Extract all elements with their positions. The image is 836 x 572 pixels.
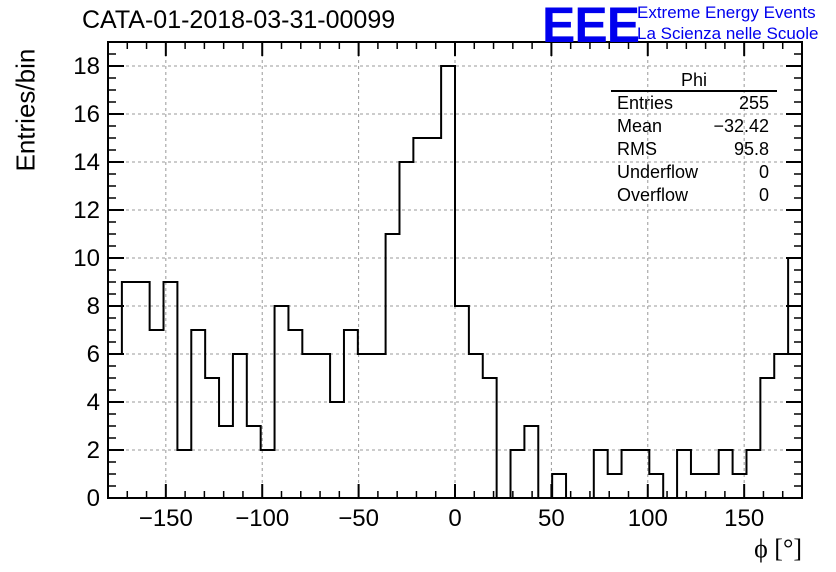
y-tick-label: 8 xyxy=(87,293,100,320)
y-tick-label: 10 xyxy=(73,245,100,272)
y-tick-label: 18 xyxy=(73,53,100,80)
stats-label: Underflow xyxy=(617,162,699,182)
x-tick-label: 100 xyxy=(628,505,668,532)
stats-title: Phi xyxy=(611,70,777,92)
x-tick-label: −150 xyxy=(139,505,193,532)
logo-line-1: Extreme Energy Events xyxy=(637,3,816,22)
stats-box: Phi Entries 255 Mean −32.42 RMS 95.8 Und… xyxy=(611,70,777,207)
stats-label: Overflow xyxy=(617,185,689,205)
stats-row: Underflow 0 xyxy=(611,161,777,184)
stats-value: 0 xyxy=(758,185,769,205)
y-tick-label: 4 xyxy=(87,389,100,416)
stats-label: Entries xyxy=(617,93,674,113)
stats-row: RMS 95.8 xyxy=(611,138,777,161)
eee-logo: EEE xyxy=(542,0,640,53)
stats-label: Mean xyxy=(617,116,663,136)
stats-value: 0 xyxy=(758,162,769,182)
y-axis-label: Entries/bin xyxy=(10,48,41,172)
stats-value: 255 xyxy=(738,93,769,113)
stats-value: 95.8 xyxy=(733,139,769,159)
tick-labels-layer: −150 −100 −50 0 50 100 150 0 2 4 6 8 10 12 14 16 18 xyxy=(73,53,764,532)
y-tick-label: 14 xyxy=(73,149,100,176)
y-tick-label: 0 xyxy=(87,485,100,512)
x-axis-label: ϕ [°] xyxy=(754,534,802,563)
stats-row: Mean −32.42 xyxy=(611,115,777,138)
stats-value: −32.42 xyxy=(713,116,769,136)
y-tick-label: 2 xyxy=(87,437,100,464)
y-tick-label: 16 xyxy=(73,101,100,128)
ticks-layer xyxy=(108,42,802,499)
logo-line-2: La Scienza nelle Scuole xyxy=(637,24,819,43)
stats-row: Entries 255 xyxy=(611,92,777,115)
x-tick-label: 150 xyxy=(724,505,764,532)
stats-row: Overflow 0 xyxy=(611,184,777,207)
chart-title: CATA-01-2018-03-31-00099 xyxy=(82,6,396,34)
y-tick-label: 6 xyxy=(87,341,100,368)
x-tick-label: 50 xyxy=(538,505,565,532)
histogram-outline xyxy=(107,65,803,499)
x-tick-label: −100 xyxy=(235,505,289,532)
x-tick-label: 0 xyxy=(448,505,461,532)
y-tick-label: 12 xyxy=(73,197,100,224)
x-tick-label: −50 xyxy=(338,505,379,532)
stats-label: RMS xyxy=(617,139,657,159)
